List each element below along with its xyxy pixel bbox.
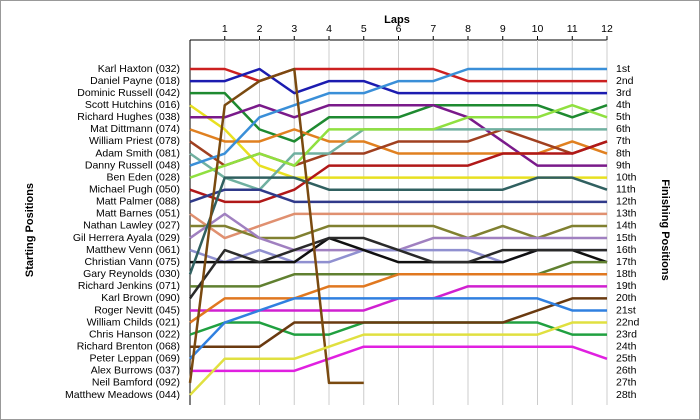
- driver-line: [189, 321, 607, 396]
- finish-label: 8th: [616, 147, 631, 159]
- driver-line: [188, 67, 364, 385]
- driver-label: Chris Hanson (022): [89, 328, 180, 340]
- finish-label: 26th: [616, 365, 637, 377]
- driver-label: Michael Pugh (050): [89, 184, 180, 196]
- driver-label: Matthew Meadows (044): [65, 389, 180, 401]
- driver-label: William Priest (078): [89, 135, 180, 147]
- finish-label: 27th: [616, 377, 637, 389]
- finish-label: 20th: [616, 292, 637, 304]
- driver-line: [189, 212, 607, 240]
- x-tick-label: 3: [291, 23, 297, 35]
- finish-label: 19th: [616, 280, 637, 292]
- driver-label: Roger Nevitt (045): [94, 304, 180, 316]
- driver-label: Scott Hutchins (016): [85, 99, 180, 111]
- finish-label: 5th: [616, 111, 631, 123]
- driver-label: Matthew Venn (061): [86, 244, 180, 256]
- finish-label: 3rd: [616, 87, 631, 99]
- finish-label: 15th: [616, 232, 637, 244]
- finish-label: 2nd: [616, 75, 634, 87]
- driver-label: Christian Vann (075): [84, 256, 180, 268]
- driver-line: [190, 103, 607, 167]
- driver-label: Mat Dittmann (074): [90, 123, 180, 135]
- finish-label: 9th: [616, 159, 631, 171]
- finish-label: 21st: [616, 304, 636, 316]
- x-tick-label: 11: [567, 23, 578, 35]
- finish-label: 11th: [616, 184, 636, 196]
- finish-label: 17th: [616, 256, 637, 268]
- driver-label: Dominic Russell (042): [77, 87, 180, 99]
- driver-label: Karl Brown (090): [101, 292, 180, 304]
- driver-label: Ben Eden (028): [106, 171, 180, 183]
- driver-line: [189, 140, 608, 204]
- driver-label: Karl Haxton (032): [98, 63, 180, 75]
- driver-label: Richard Brenton (068): [77, 340, 180, 352]
- driver-line: [188, 236, 607, 300]
- x-tick-label: 1: [222, 23, 228, 35]
- driver-line: [189, 103, 608, 179]
- driver-label: Danny Russell (048): [85, 159, 180, 171]
- driver-line: [190, 67, 607, 95]
- driver-label: Neil Bamford (092): [92, 377, 180, 389]
- driver-line: [188, 176, 608, 275]
- finish-label: 13th: [616, 208, 637, 220]
- finish-label: 6th: [616, 123, 631, 135]
- driver-line: [189, 273, 607, 324]
- driver-label: Daniel Payne (018): [90, 75, 180, 87]
- finish-label: 28th: [616, 389, 637, 401]
- driver-label: Alex Burrows (037): [91, 365, 180, 377]
- x-tick-label: 4: [326, 23, 332, 35]
- finish-label: 4th: [616, 99, 631, 111]
- driver-label: William Childs (021): [87, 316, 180, 328]
- y2-axis-title: Finishing Positions: [659, 179, 671, 280]
- driver-label: Matt Palmer (088): [96, 196, 180, 208]
- driver-line: [190, 345, 608, 373]
- driver-label: Matt Barnes (051): [96, 208, 180, 220]
- driver-label: Nathan Lawley (027): [83, 220, 180, 232]
- x-tick-label: 7: [430, 23, 436, 35]
- finish-label: 22nd: [616, 316, 640, 328]
- finish-label: 16th: [616, 244, 637, 256]
- x-tick-label: 12: [601, 23, 613, 35]
- finish-label: 25th: [616, 353, 637, 365]
- driver-label: Gary Reynolds (030): [83, 268, 180, 280]
- finish-label: 12th: [616, 196, 637, 208]
- x-tick-label: 2: [257, 23, 263, 35]
- driver-line: [189, 67, 607, 167]
- driver-label: Richard Jenkins (071): [78, 280, 180, 292]
- x-tick-label: 8: [465, 23, 471, 35]
- x-axis-title: Laps: [384, 14, 410, 26]
- driver-label: Gil Herrera Ayala (029): [73, 232, 180, 244]
- finish-label: 14th: [616, 220, 637, 232]
- x-tick-label: 6: [396, 23, 402, 35]
- finish-label: 24th: [616, 340, 637, 352]
- finish-label: 23rd: [616, 328, 637, 340]
- driver-line: [189, 297, 607, 360]
- finish-label: 7th: [616, 135, 631, 147]
- x-tick-label: 9: [500, 23, 506, 35]
- driver-label: Peter Leppan (069): [90, 353, 180, 365]
- finish-label: 18th: [616, 268, 637, 280]
- driver-line: [190, 297, 607, 348]
- y-axis-title: Starting Positions: [24, 183, 36, 277]
- x-tick-label: 5: [361, 23, 367, 35]
- driver-label: Richard Hughes (038): [77, 111, 180, 123]
- finish-label: 1st: [616, 63, 630, 75]
- x-tick-label: 10: [532, 23, 544, 35]
- driver-label: Adam Smith (081): [95, 147, 180, 159]
- finish-label: 10th: [616, 171, 637, 183]
- driver-line: [189, 188, 607, 204]
- driver-line: [190, 91, 608, 143]
